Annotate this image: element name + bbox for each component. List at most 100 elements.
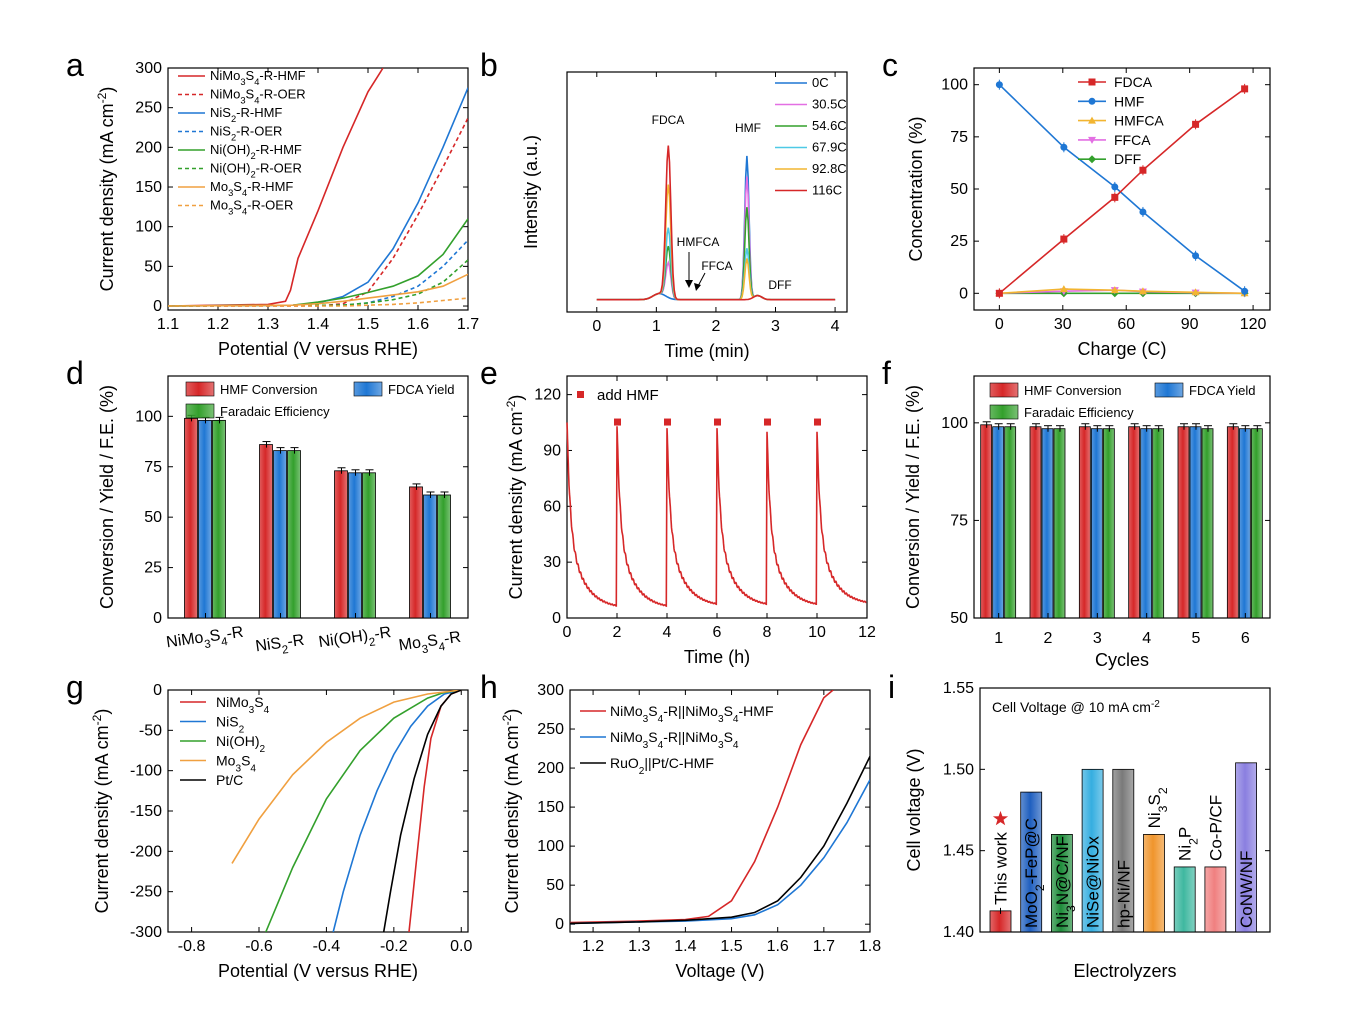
- legend-label: 116C: [812, 183, 842, 198]
- bar-Faradaic Efficiency: [212, 419, 226, 619]
- x-tick-label: -0.6: [245, 938, 273, 955]
- legend-label: Ni(OH)2-R-HMF: [210, 142, 302, 161]
- panel-letter: c: [882, 47, 898, 83]
- x-tick-label: 30: [1054, 316, 1072, 333]
- x-tick-label: 10: [808, 624, 826, 641]
- bar-MoO2-FeP@C: [1020, 791, 1043, 933]
- add-hmf-marker: [664, 418, 671, 426]
- legend-swatch: [989, 404, 1019, 420]
- y-tick-label: 100: [941, 77, 968, 94]
- panel-g: -0.8 -0.6 -0.4 -0.2 0.0 0 -50 -100 -150 -200 -250 -…: [66, 669, 472, 981]
- series-line-Mo3S4-R-HMF: [168, 273, 468, 307]
- marker-triangle: [1059, 285, 1068, 293]
- bar-HMF Conversion: [1029, 426, 1042, 619]
- bar-FDCA Yield: [423, 494, 437, 619]
- bar-FDCA Yield: [1090, 428, 1103, 619]
- bar-Faradaic Efficiency: [362, 472, 376, 619]
- y-tick-label: 0: [959, 285, 968, 302]
- x-tick-label: 60: [1117, 316, 1135, 333]
- peak-annotation: FFCA: [701, 259, 732, 273]
- x-tick-label: 1.3: [628, 938, 650, 955]
- y-tick-label: 25: [144, 560, 162, 577]
- legend-swatch: [185, 381, 215, 397]
- x-tick-label: 0: [995, 316, 1004, 333]
- legend-label: HMF Conversion: [220, 382, 318, 397]
- y-tick-label: 75: [950, 512, 968, 529]
- series-line-NiMo3S4-R||NiMo3S4-HMF: [570, 690, 834, 924]
- y-tick-label: 100: [941, 415, 968, 432]
- y-tick-label: 50: [950, 181, 968, 198]
- legend-swatch: [989, 382, 1019, 398]
- plot-frame: [167, 375, 469, 619]
- legend-label: Pt/C: [216, 772, 243, 788]
- series-line-Mo3S4: [231, 690, 462, 864]
- bar-label: hp-Ni/NF: [1114, 860, 1133, 928]
- panel-f-xlabel: Cycles: [1095, 650, 1149, 670]
- legend-label: NiS2: [216, 714, 245, 736]
- current-trace: [566, 422, 867, 608]
- marker-triangle: [1191, 288, 1200, 296]
- bar-HMF Conversion: [334, 470, 348, 619]
- y-tick-label: -300: [130, 924, 162, 941]
- y-tick-label: 50: [144, 258, 162, 275]
- y-axis-label: Current density (mA cm-2): [504, 395, 526, 600]
- plot-frame: [569, 689, 871, 933]
- legend-label: RuO2||Pt/C-HMF: [610, 755, 714, 777]
- bar-FDCA Yield: [348, 472, 362, 619]
- legend-label: NiS2-R-OER: [210, 124, 282, 143]
- peak-annotation: HMFCA: [677, 235, 720, 249]
- add-hmf-marker: [814, 418, 821, 426]
- marker-triangle: [1088, 116, 1096, 124]
- y-tick-label: 75: [144, 459, 162, 476]
- bar-label: Ni3S2: [1145, 787, 1170, 828]
- series-line-HMF: [998, 84, 1246, 292]
- add-hmf-marker: [614, 418, 621, 426]
- marker-triangle: [1088, 136, 1096, 144]
- y-axis-label: Intensity (a.u.): [521, 135, 541, 249]
- y-axis-label: Current density (mA cm-2): [500, 709, 522, 914]
- marker-diamond: [1088, 155, 1096, 164]
- bar-Ni3N@C/NF: [1051, 834, 1073, 933]
- x-tick-label: 5: [1192, 630, 1201, 647]
- series-line-Pt/C: [382, 690, 462, 932]
- chromatogram-54.6C: [596, 207, 836, 301]
- panel-letter: i: [888, 669, 895, 705]
- legend-label: FDCA Yield: [388, 382, 454, 397]
- legend-label: NiS2-R-HMF: [210, 105, 282, 124]
- series-line-RuO2||Pt/C-HMF: [570, 756, 870, 925]
- x-tick-label: 2: [613, 624, 622, 641]
- bar-HMF Conversion: [1078, 426, 1091, 619]
- legend-label: FFCA: [1114, 132, 1151, 148]
- bar-HMF Conversion: [1226, 426, 1239, 619]
- bar-FDCA Yield: [1189, 426, 1202, 619]
- x-tick-label: 1.7: [457, 316, 479, 333]
- marker-square: [1088, 78, 1096, 86]
- series-line-Ni(OH)2-R-OER: [168, 259, 468, 307]
- bar-Faradaic Efficiency: [1201, 428, 1214, 619]
- y-axis-label: Concentration (%): [906, 116, 926, 261]
- y-tick-label: 30: [543, 554, 561, 571]
- bar-NiSe@NiOx: [1081, 768, 1104, 933]
- x-tick-label: 1.3: [257, 316, 279, 333]
- legend-label: HMF Conversion: [1024, 383, 1122, 398]
- chromatogram-116C: [596, 145, 836, 301]
- x-tick-label: 1.2: [207, 316, 229, 333]
- x-tick-label: 1.2: [582, 938, 604, 955]
- x-tick-label: 1: [994, 630, 1003, 647]
- x-axis-label: Potential (V versus RHE): [218, 339, 418, 359]
- panel-letter: a: [66, 47, 84, 83]
- y-tick-label: 250: [537, 721, 564, 738]
- x-tick-label: 2: [711, 318, 720, 335]
- y-tick-label: 0: [555, 916, 564, 933]
- panel-letter: f: [882, 355, 891, 391]
- legend-label: 67.9C: [812, 140, 847, 155]
- bar-This work: [989, 910, 1012, 933]
- bar-label: Ni3N@C/NF: [1053, 836, 1078, 928]
- legend-swatch: [185, 403, 215, 419]
- series-line-NiS2-R-OER: [168, 239, 468, 307]
- x-tick-label: 8: [763, 624, 772, 641]
- x-tick-label: NiS2-R: [254, 632, 306, 661]
- x-tick-label: 120: [1240, 316, 1267, 333]
